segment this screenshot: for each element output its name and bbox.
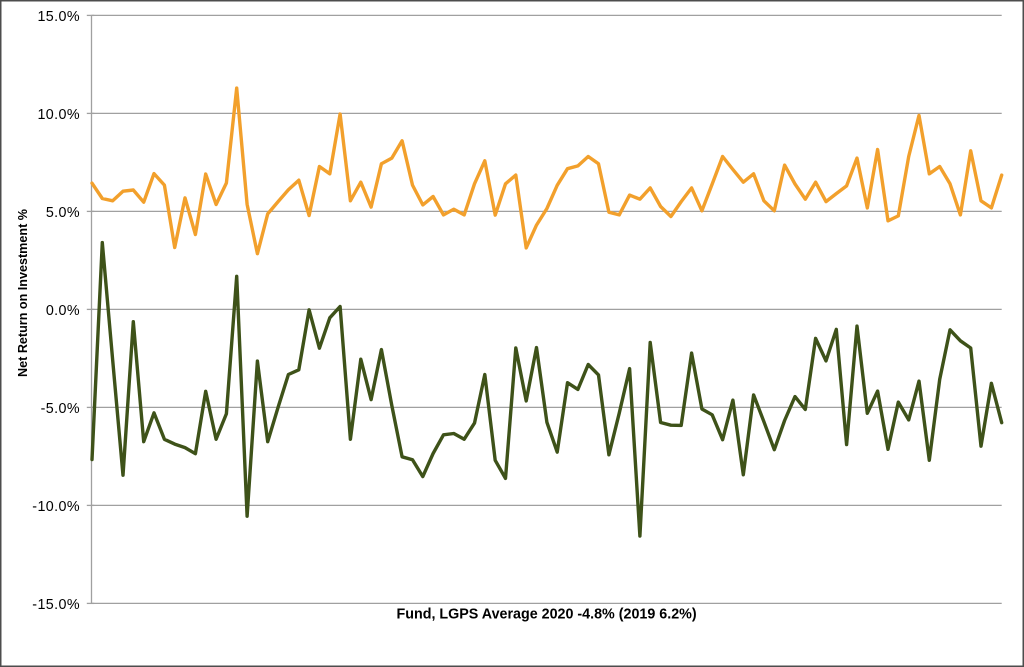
svg-text:5.0%: 5.0% <box>46 205 80 221</box>
svg-text:-5.0%: -5.0% <box>41 401 80 417</box>
svg-text:-10.0%: -10.0% <box>32 499 80 515</box>
svg-text:15.0%: 15.0% <box>37 9 80 25</box>
svg-text:10.0%: 10.0% <box>37 107 80 123</box>
svg-text:0.0%: 0.0% <box>46 303 80 319</box>
svg-text:Net Return on Investment %: Net Return on Investment % <box>16 209 30 377</box>
svg-text:Fund, LGPS Average 2020 -4.8%: Fund, LGPS Average 2020 -4.8% (2019 6.2%… <box>397 607 697 623</box>
svg-text:-15.0%: -15.0% <box>32 597 80 613</box>
